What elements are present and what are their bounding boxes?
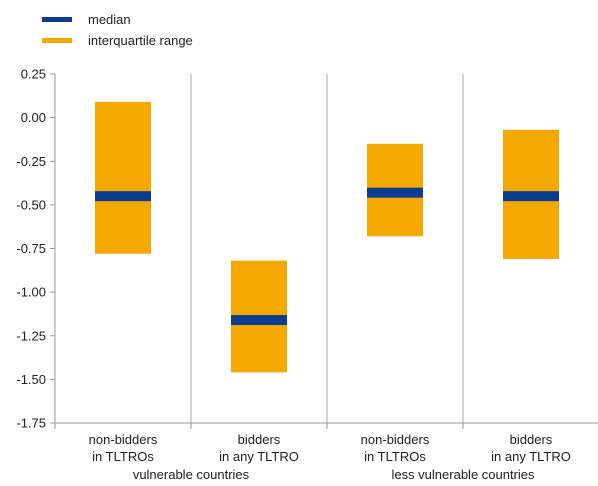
y-tick-label: -0.75 xyxy=(16,241,46,256)
y-tick-label: -1.50 xyxy=(16,372,46,387)
x-group-label: less vulnerable countries xyxy=(391,467,535,482)
legend-median-label: median xyxy=(88,12,131,27)
x-category-label-line1: bidders xyxy=(510,432,553,447)
x-category-label-line2: in TLTROs xyxy=(92,449,154,464)
x-category-label-line1: non-bidders xyxy=(89,432,158,447)
y-tick-label: -1.75 xyxy=(16,416,46,431)
y-tick-label: -1.00 xyxy=(16,285,46,300)
median-bar xyxy=(503,191,559,202)
iqr-box xyxy=(95,101,151,254)
x-group-label: vulnerable countries xyxy=(133,467,250,482)
y-tick-label: -0.50 xyxy=(16,197,46,212)
legend-median: median xyxy=(42,12,131,27)
legend-iqr-swatch xyxy=(42,38,72,43)
y-tick-label: -0.25 xyxy=(16,154,46,169)
x-category-label-line2: in any TLTRO xyxy=(491,449,571,464)
y-tick-label: -1.25 xyxy=(16,328,46,343)
legend-iqr-label: interquartile range xyxy=(88,33,193,48)
median-bar xyxy=(95,191,151,202)
y-tick-label: 0.25 xyxy=(21,67,46,82)
legend-iqr: interquartile range xyxy=(42,33,193,48)
x-category-label-line2: in any TLTRO xyxy=(219,449,299,464)
median-bar xyxy=(231,315,287,326)
legend-median-swatch xyxy=(42,17,72,22)
median-bar xyxy=(367,187,423,198)
x-category-label-line1: bidders xyxy=(238,432,281,447)
x-category-label-line2: in TLTROs xyxy=(364,449,426,464)
x-category-label-line1: non-bidders xyxy=(361,432,430,447)
y-tick-label: 0.00 xyxy=(21,110,46,125)
